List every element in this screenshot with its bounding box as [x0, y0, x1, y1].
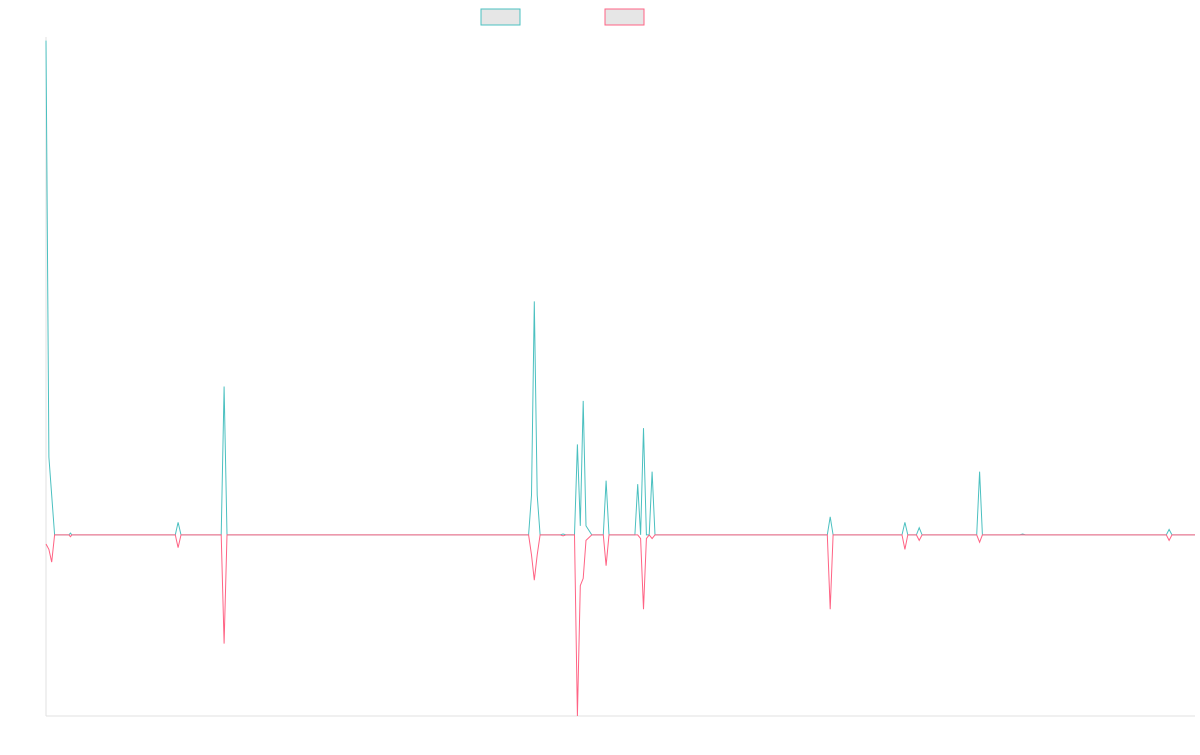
legend-swatch-1[interactable] — [480, 8, 521, 26]
legend-swatch-2[interactable] — [604, 8, 645, 26]
series-layer — [45, 40, 1195, 717]
series-line-1[interactable] — [45, 40, 1195, 536]
chart-axes — [45, 37, 1195, 717]
legend[interactable] — [480, 8, 645, 26]
series-line-2[interactable] — [45, 534, 1195, 717]
